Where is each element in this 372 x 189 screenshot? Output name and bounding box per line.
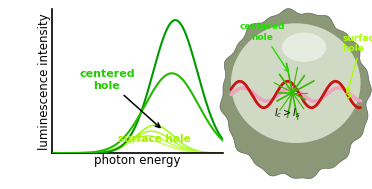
Text: centered
hole: centered hole <box>79 69 160 128</box>
Text: surface
hole: surface hole <box>343 33 372 92</box>
Text: $I_c > I_s$: $I_c > I_s$ <box>274 106 301 120</box>
Y-axis label: luminescence intensity: luminescence intensity <box>38 13 51 150</box>
Text: centered
hole: centered hole <box>240 22 288 72</box>
Text: surface hole: surface hole <box>118 134 191 144</box>
Polygon shape <box>220 9 371 179</box>
Ellipse shape <box>231 23 360 143</box>
Ellipse shape <box>282 33 326 62</box>
X-axis label: photon energy: photon energy <box>94 154 181 167</box>
